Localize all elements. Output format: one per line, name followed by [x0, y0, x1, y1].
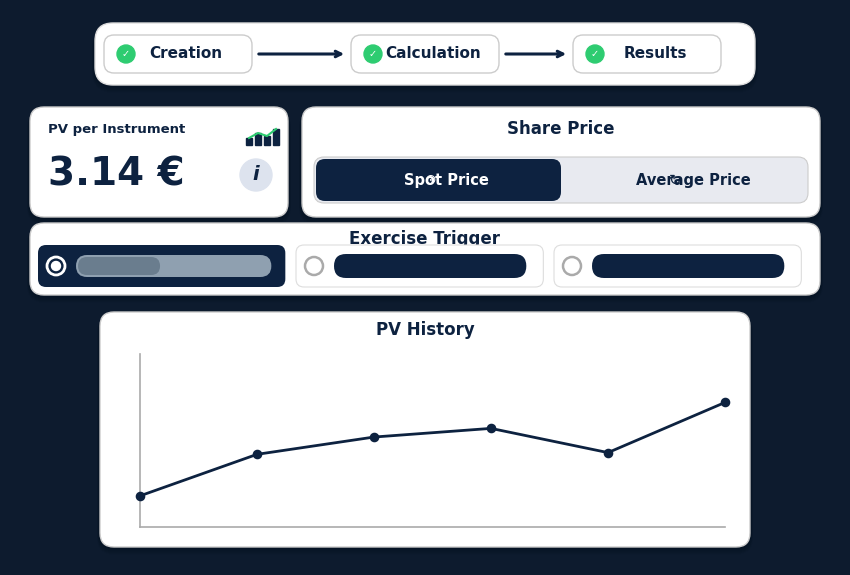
Circle shape	[117, 45, 135, 63]
FancyBboxPatch shape	[94, 25, 756, 90]
FancyBboxPatch shape	[300, 109, 822, 223]
FancyBboxPatch shape	[94, 24, 756, 86]
FancyBboxPatch shape	[29, 224, 821, 297]
FancyBboxPatch shape	[94, 24, 756, 88]
Text: Share Price: Share Price	[507, 120, 615, 138]
FancyBboxPatch shape	[29, 108, 289, 220]
FancyBboxPatch shape	[95, 23, 755, 85]
Text: Results: Results	[623, 47, 687, 62]
FancyBboxPatch shape	[301, 109, 821, 221]
FancyBboxPatch shape	[27, 225, 823, 302]
FancyBboxPatch shape	[38, 245, 286, 287]
FancyBboxPatch shape	[98, 314, 752, 553]
Text: 3.14 €: 3.14 €	[48, 156, 184, 194]
Text: Spot Price: Spot Price	[404, 172, 489, 187]
FancyBboxPatch shape	[554, 245, 802, 287]
FancyBboxPatch shape	[30, 108, 288, 218]
FancyBboxPatch shape	[27, 109, 291, 224]
Text: ✓: ✓	[369, 49, 377, 59]
FancyBboxPatch shape	[592, 254, 785, 278]
Circle shape	[364, 45, 382, 63]
Text: ✓: ✓	[122, 49, 130, 59]
Point	[601, 448, 615, 457]
FancyBboxPatch shape	[302, 107, 820, 217]
FancyBboxPatch shape	[97, 315, 753, 555]
Point	[367, 432, 381, 442]
FancyBboxPatch shape	[78, 257, 160, 275]
FancyBboxPatch shape	[98, 315, 752, 554]
FancyBboxPatch shape	[27, 110, 291, 225]
FancyBboxPatch shape	[99, 314, 751, 552]
FancyBboxPatch shape	[351, 35, 499, 73]
FancyBboxPatch shape	[93, 25, 757, 91]
Text: PV History: PV History	[376, 321, 474, 339]
FancyBboxPatch shape	[29, 224, 821, 299]
Bar	[264, 136, 270, 145]
FancyBboxPatch shape	[27, 226, 823, 302]
FancyBboxPatch shape	[29, 108, 289, 219]
FancyBboxPatch shape	[99, 313, 751, 550]
FancyBboxPatch shape	[299, 110, 823, 225]
FancyBboxPatch shape	[30, 107, 288, 217]
Text: Calculation: Calculation	[385, 47, 481, 62]
Point	[250, 450, 264, 459]
FancyBboxPatch shape	[30, 223, 820, 296]
FancyBboxPatch shape	[94, 25, 756, 89]
FancyBboxPatch shape	[300, 109, 822, 222]
FancyBboxPatch shape	[104, 35, 252, 73]
FancyBboxPatch shape	[76, 255, 271, 277]
FancyBboxPatch shape	[29, 224, 821, 298]
FancyBboxPatch shape	[99, 313, 751, 549]
FancyBboxPatch shape	[93, 25, 757, 92]
Bar	[255, 133, 261, 145]
FancyBboxPatch shape	[92, 26, 758, 93]
FancyBboxPatch shape	[28, 109, 290, 222]
FancyBboxPatch shape	[29, 109, 290, 221]
Text: i: i	[252, 166, 259, 185]
Text: PV per Instrument: PV per Instrument	[48, 122, 185, 136]
Text: ✓: ✓	[591, 49, 599, 59]
FancyBboxPatch shape	[316, 159, 561, 201]
FancyBboxPatch shape	[28, 225, 822, 301]
Bar	[273, 129, 279, 145]
FancyBboxPatch shape	[30, 223, 820, 295]
Circle shape	[586, 45, 604, 63]
FancyBboxPatch shape	[301, 108, 821, 220]
FancyBboxPatch shape	[314, 157, 808, 203]
FancyBboxPatch shape	[99, 313, 751, 551]
FancyBboxPatch shape	[28, 109, 290, 223]
FancyBboxPatch shape	[302, 108, 820, 218]
Circle shape	[240, 159, 272, 191]
Point	[133, 491, 147, 500]
FancyBboxPatch shape	[573, 35, 721, 73]
Text: Average Price: Average Price	[636, 172, 751, 187]
Point	[718, 398, 732, 407]
FancyBboxPatch shape	[100, 312, 750, 547]
Text: ↻: ↻	[669, 172, 682, 187]
Circle shape	[52, 262, 60, 270]
Bar	[246, 138, 252, 145]
FancyBboxPatch shape	[301, 108, 821, 219]
Text: Creation: Creation	[150, 47, 223, 62]
FancyBboxPatch shape	[334, 254, 526, 278]
Text: ⊙: ⊙	[425, 173, 436, 187]
Point	[484, 424, 498, 433]
FancyBboxPatch shape	[99, 312, 751, 548]
Text: Exercise Trigger: Exercise Trigger	[349, 230, 501, 248]
FancyBboxPatch shape	[299, 109, 823, 224]
FancyBboxPatch shape	[296, 245, 543, 287]
FancyBboxPatch shape	[94, 24, 756, 87]
FancyBboxPatch shape	[28, 225, 822, 300]
